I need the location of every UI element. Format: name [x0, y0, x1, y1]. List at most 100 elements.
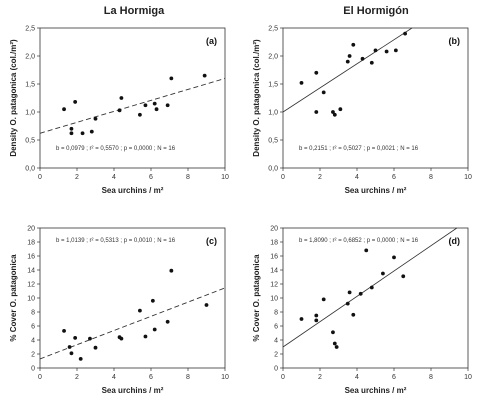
- data-point: [334, 345, 339, 349]
- x-tick-label: 6: [149, 374, 153, 381]
- data-point: [331, 330, 335, 335]
- x-tick-label: 0: [38, 174, 42, 181]
- data-point: [360, 56, 365, 61]
- data-point: [393, 48, 398, 53]
- data-point: [93, 116, 98, 121]
- data-point: [347, 54, 352, 58]
- panel-label: (b): [449, 36, 461, 46]
- x-axis-label: Sea urchins / m²: [345, 186, 407, 195]
- data-point: [314, 70, 319, 75]
- data-point: [119, 336, 124, 341]
- x-tick-label: 2: [75, 374, 79, 381]
- chart-panels: 0 2 4 6 8 10 0,0 0,5 1,0 1,5 2,0 2,5 Sea urchins / m…: [9, 26, 472, 396]
- y-tick-label: 14: [270, 268, 278, 275]
- x-tick-label: 10: [464, 174, 472, 181]
- y-tick-label: 0,5: [25, 138, 35, 145]
- data-point: [143, 334, 148, 339]
- plot-frame: [282, 227, 469, 369]
- data-point: [73, 100, 78, 104]
- data-point: [369, 60, 374, 65]
- regression-line: [39, 78, 226, 134]
- data-point: [314, 318, 319, 323]
- data-point: [331, 110, 335, 114]
- data-point: [152, 101, 157, 106]
- x-tick-label: 8: [429, 174, 433, 181]
- y-tick-label: 14: [27, 268, 35, 275]
- y-tick-label: 4: [274, 338, 278, 345]
- y-tick-label: 2: [274, 352, 278, 359]
- plot-frame: [282, 27, 469, 169]
- data-point: [321, 297, 326, 302]
- y-tick-label: 8: [274, 310, 278, 317]
- x-tick-label: 4: [355, 374, 359, 381]
- data-point: [345, 59, 350, 64]
- y-tick-label: 0: [31, 366, 35, 373]
- y-tick-label: 12: [270, 282, 278, 289]
- regression-annotation: b = 1,8090 ; r² = 0,6852 ; p = 0,0000 ; …: [299, 238, 419, 244]
- panel-d: 0 2 4 6 8 10 0 2 4 6 8 10 12 14 16 18 20 Sea urchins / m²…: [252, 226, 472, 396]
- data-point: [117, 108, 122, 113]
- data-point: [69, 131, 74, 136]
- data-point: [358, 291, 363, 296]
- data-point: [93, 345, 98, 350]
- data-point: [62, 329, 66, 333]
- y-tick-label: 1,5: [25, 82, 35, 89]
- data-point: [345, 301, 350, 306]
- data-point: [89, 129, 94, 134]
- data-point: [369, 285, 374, 290]
- y-tick-label: 20: [270, 226, 278, 233]
- y-tick-label: 16: [27, 254, 35, 261]
- regression-annotation: b = 1,0139 ; r² = 0,5313 ; p = 0,0010 ; …: [56, 238, 176, 244]
- y-tick-label: 2: [31, 352, 35, 359]
- y-axis-label: Density O. patagonica (col./m²): [252, 39, 261, 157]
- x-tick-label: 0: [281, 174, 285, 181]
- x-tick-label: 6: [149, 174, 153, 181]
- y-tick-label: 1,5: [268, 82, 278, 89]
- data-point: [401, 274, 406, 279]
- data-point: [202, 73, 207, 78]
- x-tick-label: 2: [318, 174, 322, 181]
- x-tick-label: 10: [221, 374, 229, 381]
- data-point: [338, 107, 343, 112]
- y-tick-label: 6: [274, 324, 278, 331]
- x-axis-label: Sea urchins / m²: [102, 186, 164, 195]
- data-point: [332, 112, 337, 117]
- data-point: [384, 49, 389, 54]
- regression-line: [39, 287, 226, 360]
- data-point: [347, 290, 352, 295]
- data-point: [373, 48, 378, 53]
- x-tick-label: 4: [112, 374, 116, 381]
- y-axis-label: % Cover O. patagonica: [252, 254, 261, 342]
- data-point: [150, 298, 155, 303]
- regression-annotation: b = 0,2151 ; r² = 0,5027 ; p = 0,0021 ; …: [299, 146, 419, 152]
- data-point: [138, 308, 142, 313]
- x-tick-label: 10: [221, 174, 229, 181]
- y-tick-label: 0: [274, 366, 278, 373]
- y-tick-label: 6: [31, 324, 35, 331]
- panel-a: 0 2 4 6 8 10 0,0 0,5 1,0 1,5 2,0 2,5 Sea urchins / m…: [9, 26, 229, 196]
- data-point: [165, 103, 170, 108]
- data-point: [154, 107, 159, 112]
- x-tick-label: 0: [38, 374, 42, 381]
- x-tick-label: 8: [186, 374, 190, 381]
- y-tick-label: 2,5: [268, 26, 278, 33]
- data-point: [62, 107, 66, 112]
- data-point: [67, 345, 72, 349]
- data-point: [204, 303, 209, 307]
- data-point: [143, 103, 148, 108]
- x-tick-label: 2: [75, 174, 79, 181]
- x-tick-label: 4: [355, 174, 359, 181]
- y-tick-label: 1,0: [268, 110, 278, 117]
- y-tick-label: 1,0: [25, 110, 35, 117]
- y-tick-label: 0,5: [268, 138, 278, 145]
- data-point: [364, 248, 369, 253]
- regression-line: [282, 27, 413, 113]
- y-tick-label: 20: [27, 226, 35, 233]
- data-point: [321, 90, 326, 95]
- x-tick-label: 0: [281, 374, 285, 381]
- y-tick-label: 4: [31, 338, 35, 345]
- data-point: [381, 271, 385, 276]
- data-point: [69, 126, 74, 131]
- panel-label: (a): [206, 36, 217, 46]
